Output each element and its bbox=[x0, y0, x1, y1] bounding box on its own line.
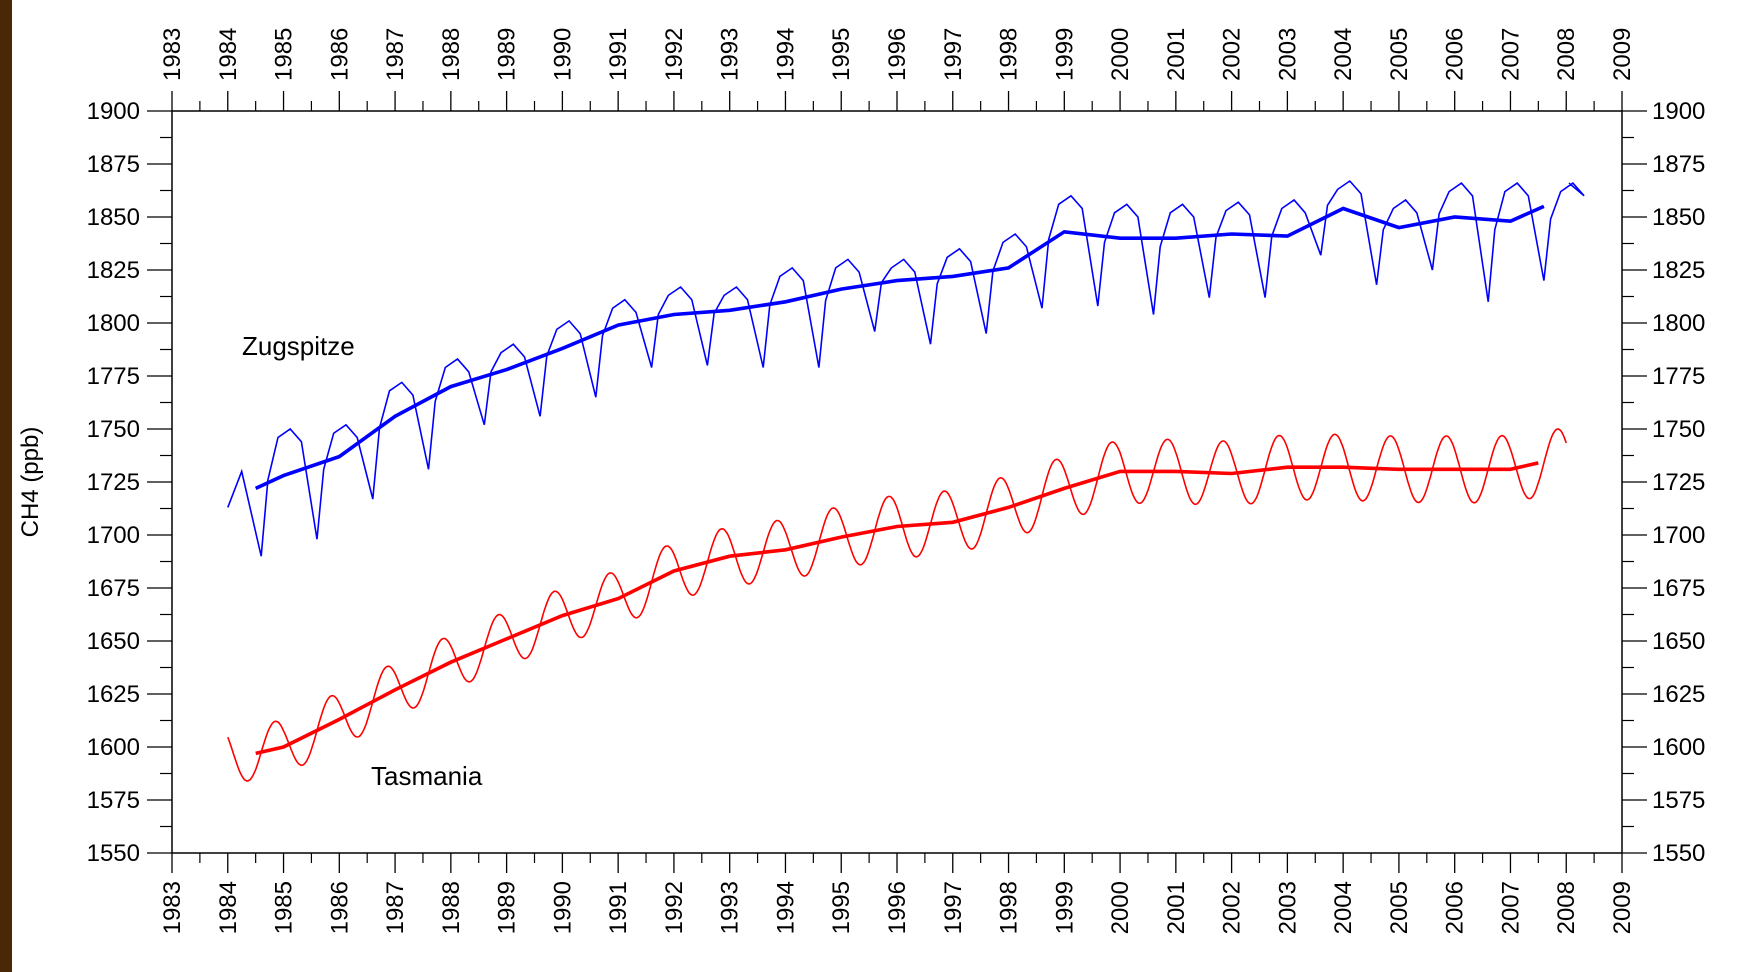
y-tick-label-right: 1550 bbox=[1652, 840, 1705, 867]
series-layer bbox=[227, 179, 1585, 782]
y-tick-label-left: 1875 bbox=[87, 151, 140, 178]
x-tick-label-bottom: 2004 bbox=[1330, 881, 1357, 934]
x-tick-label-top: 1991 bbox=[605, 28, 632, 81]
x-tick-label-bottom: 1997 bbox=[940, 881, 967, 934]
x-tick-label-bottom: 1993 bbox=[717, 881, 744, 934]
x-tick-label-bottom: 1983 bbox=[159, 881, 186, 934]
x-tick-label-top: 1988 bbox=[438, 28, 465, 81]
x-tick-label-top: 1998 bbox=[996, 28, 1023, 81]
x-tick-label-top: 1984 bbox=[215, 28, 242, 81]
x-tick-label-top: 1985 bbox=[271, 28, 298, 81]
y-tick-label-left: 1625 bbox=[87, 681, 140, 708]
y-tick-label-right: 1800 bbox=[1652, 310, 1705, 337]
x-tick-label-top: 2007 bbox=[1497, 28, 1524, 81]
y-tick-label-right: 1675 bbox=[1652, 575, 1705, 602]
x-tick-label-bottom: 2009 bbox=[1609, 881, 1636, 934]
x-tick-label-top: 1990 bbox=[549, 28, 576, 81]
x-tick-label-bottom: 1999 bbox=[1051, 881, 1078, 934]
y-tick-label-left: 1775 bbox=[87, 363, 140, 390]
x-tick-label-bottom: 1988 bbox=[438, 881, 465, 934]
series-label-zugspitze: Zugspitze bbox=[242, 331, 355, 361]
x-tick-label-bottom: 2002 bbox=[1219, 881, 1246, 934]
x-tick-label-bottom: 2001 bbox=[1163, 881, 1190, 934]
y-tick-label-right: 1900 bbox=[1652, 98, 1705, 125]
x-tick-label-top: 1987 bbox=[382, 28, 409, 81]
y-tick-label-right: 1575 bbox=[1652, 787, 1705, 814]
x-tick-label-top: 2005 bbox=[1386, 28, 1413, 81]
y-tick-label-right: 1725 bbox=[1652, 469, 1705, 496]
y-tick-label-left: 1850 bbox=[87, 204, 140, 231]
y-tick-label-right: 1700 bbox=[1652, 522, 1705, 549]
y-tick-label-right: 1650 bbox=[1652, 628, 1705, 655]
y-tick-label-left: 1650 bbox=[87, 628, 140, 655]
x-tick-label-top: 1986 bbox=[326, 28, 353, 81]
x-tick-label-top: 1997 bbox=[940, 28, 967, 81]
tasmania-monthly-line bbox=[227, 428, 1567, 782]
x-tick-label-bottom: 1987 bbox=[382, 881, 409, 934]
x-tick-label-top: 1989 bbox=[494, 28, 521, 81]
x-tick-label-bottom: 2005 bbox=[1386, 881, 1413, 934]
x-tick-label-top: 2004 bbox=[1330, 28, 1357, 81]
methane-chart: 1983 1983 1984 1984 1985 1985 1986 1986 1987 1987… bbox=[17, 28, 1706, 935]
y-tick-label-right: 1775 bbox=[1652, 363, 1705, 390]
y-tick-label-left: 1550 bbox=[87, 840, 140, 867]
series-label-tasmania: Tasmania bbox=[371, 761, 483, 791]
y-tick-label-right: 1850 bbox=[1652, 204, 1705, 231]
x-tick-label-top: 1995 bbox=[828, 28, 855, 81]
x-tick-label-bottom: 1984 bbox=[215, 881, 242, 934]
x-tick-label-top: 1983 bbox=[159, 28, 186, 81]
x-tick-label-top: 2008 bbox=[1553, 28, 1580, 81]
x-tick-label-bottom: 1986 bbox=[326, 881, 353, 934]
x-tick-label-bottom: 1989 bbox=[494, 881, 521, 934]
y-tick-label-right: 1625 bbox=[1652, 681, 1705, 708]
y-tick-label-right: 1750 bbox=[1652, 416, 1705, 443]
x-tick-label-bottom: 2000 bbox=[1107, 881, 1134, 934]
y-tick-label-left: 1700 bbox=[87, 522, 140, 549]
y-tick-label-left: 1725 bbox=[87, 469, 140, 496]
x-tick-label-bottom: 2007 bbox=[1497, 881, 1524, 934]
y-tick-label-right: 1825 bbox=[1652, 257, 1705, 284]
x-tick-label-top: 2001 bbox=[1163, 28, 1190, 81]
x-tick-label-top: 2000 bbox=[1107, 28, 1134, 81]
x-tick-label-top: 1992 bbox=[661, 28, 688, 81]
zugspitze-monthly-line bbox=[227, 179, 1585, 557]
x-tick-label-bottom: 1996 bbox=[884, 881, 911, 934]
y-tick-label-left: 1600 bbox=[87, 734, 140, 761]
x-tick-label-bottom: 1992 bbox=[661, 881, 688, 934]
x-tick-label-bottom: 1998 bbox=[996, 881, 1023, 934]
x-tick-label-bottom: 1985 bbox=[271, 881, 298, 934]
y-tick-label-left: 1900 bbox=[87, 98, 140, 125]
x-tick-label-bottom: 2003 bbox=[1274, 881, 1301, 934]
x-tick-label-top: 2003 bbox=[1274, 28, 1301, 81]
y-tick-label-right: 1600 bbox=[1652, 734, 1705, 761]
y-tick-label-left: 1675 bbox=[87, 575, 140, 602]
y-tick-label-right: 1875 bbox=[1652, 151, 1705, 178]
x-tick-label-bottom: 1991 bbox=[605, 881, 632, 934]
y-axis-ticks: 1550 1550 1575 1575 1600 1600 1625 1625 1650 1650… bbox=[87, 98, 1706, 867]
plot-area-border bbox=[171, 110, 1623, 854]
y-tick-label-left: 1800 bbox=[87, 310, 140, 337]
x-tick-label-top: 2009 bbox=[1609, 28, 1636, 81]
y-axis-title: CH4 (ppb) bbox=[17, 427, 44, 538]
x-tick-label-top: 1999 bbox=[1051, 28, 1078, 81]
zugspitze-trend-line bbox=[254, 204, 1545, 491]
x-tick-label-top: 2002 bbox=[1219, 28, 1246, 81]
x-tick-label-bottom: 2008 bbox=[1553, 881, 1580, 934]
x-tick-label-bottom: 1994 bbox=[772, 881, 799, 934]
y-tick-label-left: 1825 bbox=[87, 257, 140, 284]
x-tick-label-bottom: 1995 bbox=[828, 881, 855, 934]
chart-frame: 1983 1983 1984 1984 1985 1985 1986 1986 1987 1987… bbox=[12, 0, 1755, 972]
x-tick-label-top: 1996 bbox=[884, 28, 911, 81]
x-tick-label-top: 1994 bbox=[772, 28, 799, 81]
x-tick-label-bottom: 2006 bbox=[1442, 881, 1469, 934]
x-tick-label-top: 2006 bbox=[1442, 28, 1469, 81]
x-tick-label-top: 1993 bbox=[717, 28, 744, 81]
tasmania-trend-line bbox=[255, 461, 1539, 756]
y-tick-label-left: 1750 bbox=[87, 416, 140, 443]
y-tick-label-left: 1575 bbox=[87, 787, 140, 814]
x-axis-ticks: 1983 1983 1984 1984 1985 1985 1986 1986 1987 1987… bbox=[159, 28, 1636, 935]
x-tick-label-bottom: 1990 bbox=[549, 881, 576, 934]
